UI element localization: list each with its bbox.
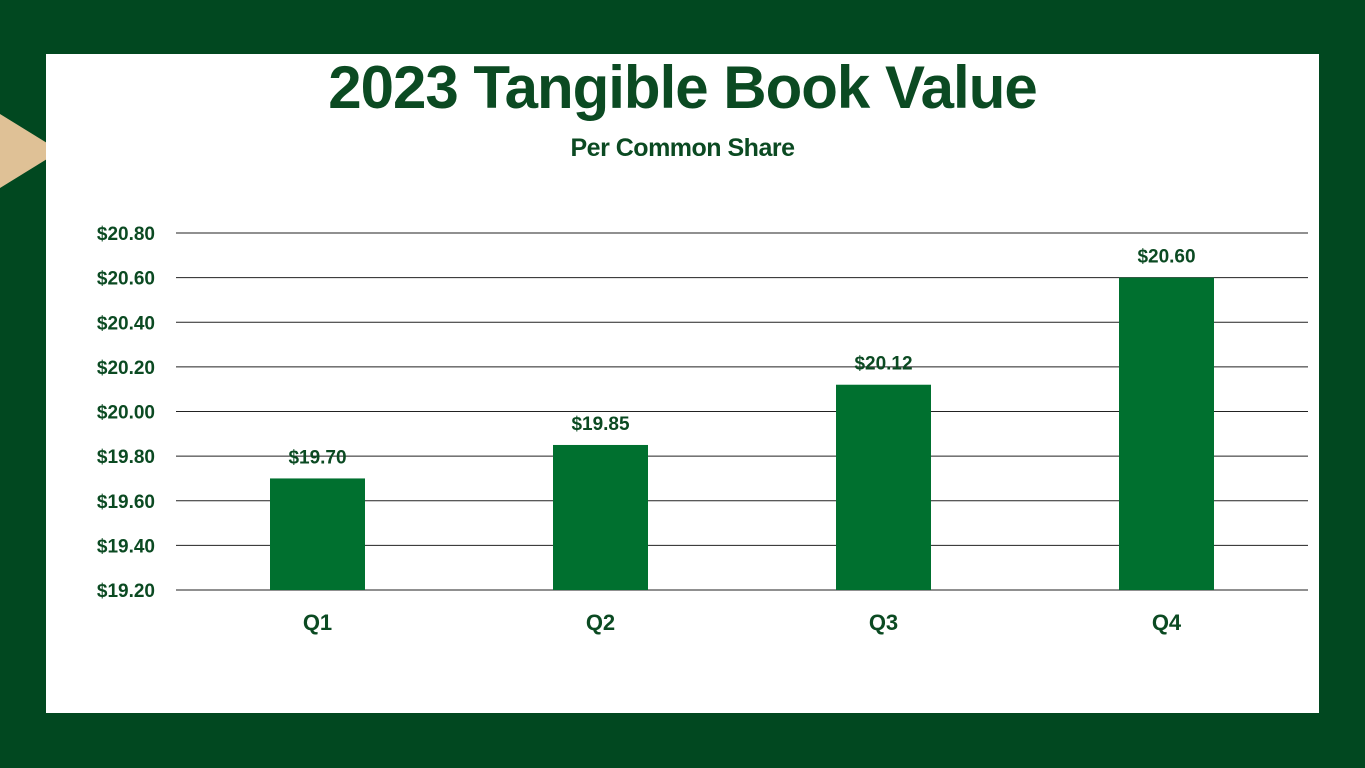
data-label: $19.70 <box>288 447 346 468</box>
data-label: $20.60 <box>1137 247 1195 268</box>
data-label: $20.12 <box>854 354 912 375</box>
x-tick-label: Q4 <box>1152 610 1182 635</box>
x-axis-labels: Q1 Q2 Q3 Q4 <box>303 610 1182 635</box>
y-axis-labels: $19.20 $19.40 $19.60 $19.80 $20.00 $20.20 $20.… <box>97 224 155 602</box>
y-tick-label: $20.00 <box>97 403 155 424</box>
x-tick-label: Q1 <box>303 610 332 635</box>
y-tick-label: $20.20 <box>97 358 155 379</box>
chart-subtitle: Per Common Share <box>570 134 795 162</box>
y-tick-label: $20.40 <box>97 313 155 334</box>
bar-q2 <box>553 444 648 590</box>
data-labels: $19.70 $19.85 $20.12 $20.60 <box>288 247 1195 469</box>
y-tick-label: $19.40 <box>97 536 155 557</box>
y-tick-label: $19.20 <box>97 581 155 602</box>
x-tick-label: Q2 <box>586 610 615 635</box>
y-tick-label: $20.80 <box>97 224 155 245</box>
bar-q3 <box>836 384 931 590</box>
y-tick-label: $19.80 <box>97 447 155 468</box>
chart-title: 2023 Tangible Book Value <box>328 54 1037 121</box>
bar-q4 <box>1119 277 1214 590</box>
y-tick-label: $19.60 <box>97 492 155 513</box>
x-tick-label: Q3 <box>869 610 898 635</box>
bars <box>270 277 1214 590</box>
chart-panel <box>46 54 1319 713</box>
y-tick-label: $20.60 <box>97 269 155 290</box>
bar-q1 <box>270 478 365 590</box>
data-label: $19.85 <box>571 414 630 435</box>
